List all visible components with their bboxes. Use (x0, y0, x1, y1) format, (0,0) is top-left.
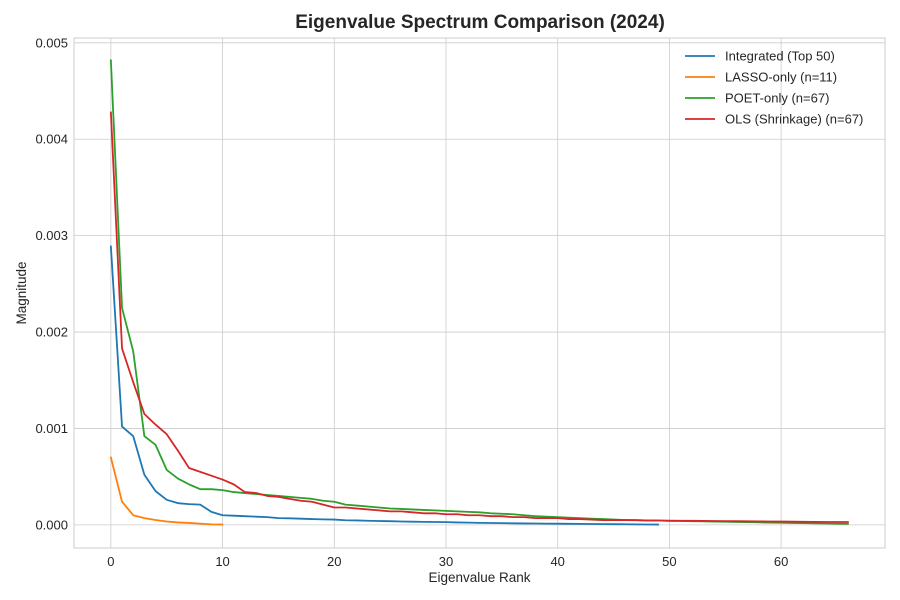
y-tick-label: 0.002 (35, 325, 68, 340)
x-tick-label: 10 (215, 554, 229, 569)
y-tick-label: 0.005 (35, 35, 68, 50)
y-axis-label: Magnitude (14, 261, 29, 324)
legend: Integrated (Top 50) LASSO-only (n=11) POET… (685, 49, 863, 127)
plot-area: 0 10 20 30 40 50 60 0.0000.0010.0020.0030.0040… (35, 35, 886, 569)
grid-lines (74, 38, 885, 548)
x-tick-label: 40 (550, 554, 564, 569)
x-tick-label: 20 (327, 554, 341, 569)
x-tick-label: 0 (107, 554, 114, 569)
plot-frame (73, 37, 886, 549)
legend-label: LASSO-only (n=11) (725, 70, 837, 85)
x-tick-label: 30 (439, 554, 453, 569)
series-line-3 (109, 111, 850, 523)
y-tick-label: 0.001 (35, 421, 68, 436)
series-line-0 (109, 245, 660, 526)
x-axis-ticks: 0 10 20 30 40 50 60 (107, 554, 788, 569)
series-line-1 (109, 456, 224, 526)
legend-label: Integrated (Top 50) (725, 49, 835, 64)
legend-label: OLS (Shrinkage) (n=67) (725, 112, 863, 127)
x-tick-label: 50 (662, 554, 676, 569)
x-axis-label: Eigenvalue Rank (428, 570, 530, 585)
y-axis-ticks: 0.000 0.001 0.002 0.003 0.004 0.005 (35, 35, 68, 532)
chart-title: Eigenvalue Spectrum Comparison (2024) (295, 12, 665, 33)
y-tick-label: 0.003 (35, 228, 68, 243)
y-tick-label: 0.000 (35, 517, 68, 532)
series-lines (109, 59, 850, 526)
x-tick-label: 60 (774, 554, 788, 569)
y-tick-label: 0.004 (35, 132, 68, 147)
legend-label: POET-only (n=67) (725, 91, 829, 106)
